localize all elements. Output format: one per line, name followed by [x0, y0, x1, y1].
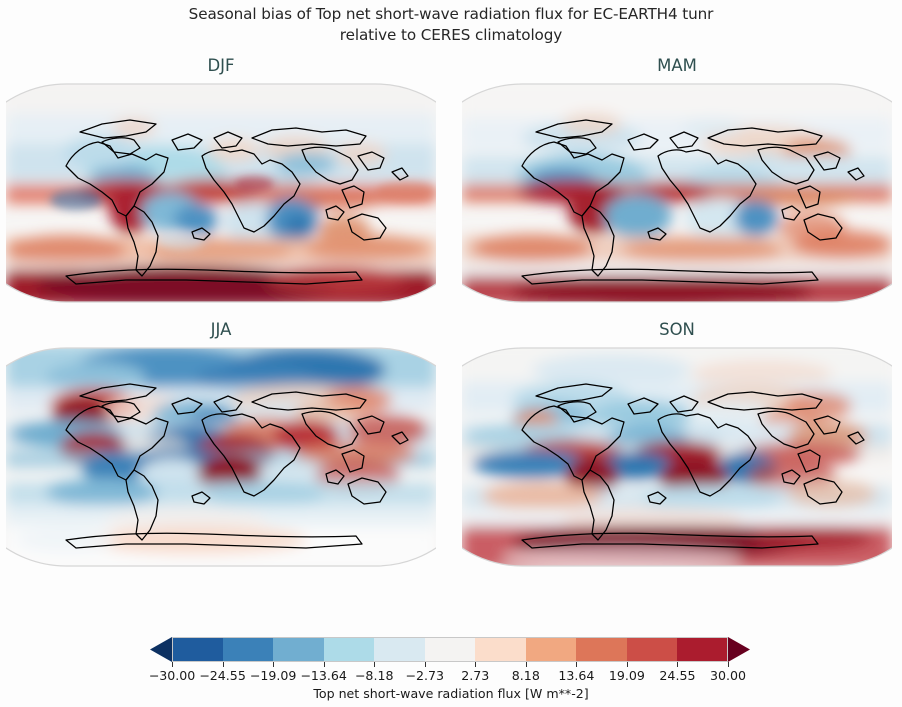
map-svg-mam — [462, 83, 892, 303]
colorbar-tick-3 — [323, 662, 325, 667]
map-svg-son — [462, 347, 892, 567]
colorbar-tick-label-5: −2.73 — [405, 668, 445, 683]
colorbar-tick-0 — [172, 662, 173, 667]
colorbar-bin-5 — [424, 637, 476, 662]
panel-title-djf: DJF — [207, 56, 235, 75]
colorbar-tick-label-8: 13.64 — [558, 668, 595, 683]
colorbar-tick-8 — [576, 662, 578, 667]
colorbar-bin-9 — [626, 637, 678, 662]
colorbar-tick-label-9: 19.09 — [608, 668, 645, 683]
figure-title-line-2: relative to CERES climatology — [339, 26, 563, 44]
colorbar-tick-label-7: 8.18 — [511, 668, 540, 683]
colorbar-tick-10 — [677, 662, 679, 667]
colorbar-extend-right — [728, 637, 750, 662]
figure-title-line-1: Seasonal bias of Top net short-wave radi… — [188, 5, 714, 23]
colorbar-tick-label-11: 30.00 — [709, 668, 747, 683]
colorbar-tick-label-1: −24.55 — [199, 668, 246, 683]
colorbar-extend-left — [150, 637, 172, 662]
colorbar-bin-3 — [323, 637, 375, 662]
colorbar-gradient — [172, 637, 729, 662]
panel-mam: MAM — [462, 56, 892, 312]
colorbar-tick-label-10: 24.55 — [659, 668, 696, 683]
map-djf — [6, 80, 436, 306]
colorbar-bin-1 — [222, 637, 274, 662]
colorbar-tick-label-4: −8.18 — [354, 668, 394, 683]
colorbar-under-arrow — [150, 637, 172, 662]
panel-title-son: SON — [659, 320, 695, 339]
map-son — [462, 344, 892, 570]
map-svg-djf — [6, 83, 436, 303]
panel-jja: JJA — [6, 320, 436, 576]
map-mam — [462, 80, 892, 306]
panel-title-mam: MAM — [657, 56, 697, 75]
colorbar-label: Top net short-wave radiation flux [W m**… — [313, 686, 589, 701]
panel-son: SON — [462, 320, 892, 576]
colorbar-over-arrow — [728, 637, 750, 662]
colorbar-tick-4 — [374, 662, 376, 667]
colorbar-tick-label-6: 2.73 — [461, 668, 490, 683]
colorbar-tick-label-2: −19.09 — [249, 668, 297, 683]
colorbar-tick-1 — [222, 662, 224, 667]
colorbar-bin-7 — [525, 637, 577, 662]
panel-djf: DJF — [6, 56, 436, 312]
colorbar-tick-9 — [626, 662, 628, 667]
colorbar-bin-2 — [273, 637, 324, 662]
colorbar-bin-0 — [172, 637, 223, 662]
colorbar-bin-8 — [576, 637, 627, 662]
colorbar-tick-5 — [424, 662, 426, 667]
colorbar-tick-6 — [475, 662, 477, 667]
colorbar-bin-10 — [677, 637, 729, 662]
map-svg-jja — [6, 347, 436, 567]
colorbar-bin-4 — [374, 637, 425, 662]
colorbar: −30.00 −24.55 −19.09 −13.64 −8.18 −2.73 2.73 8.… — [149, 637, 752, 701]
colorbar-bin-6 — [475, 637, 526, 662]
colorbar-tick-label-3: −13.64 — [300, 668, 347, 683]
figure-title: Seasonal bias of Top net short-wave radi… — [0, 4, 902, 46]
colorbar-tick-11 — [728, 662, 729, 667]
panel-title-jja: JJA — [210, 320, 232, 339]
colorbar-tick-2 — [273, 662, 275, 667]
map-jja — [6, 344, 436, 570]
colorbar-tick-7 — [525, 662, 527, 667]
colorbar-tick-label-0: −30.00 — [148, 668, 196, 683]
